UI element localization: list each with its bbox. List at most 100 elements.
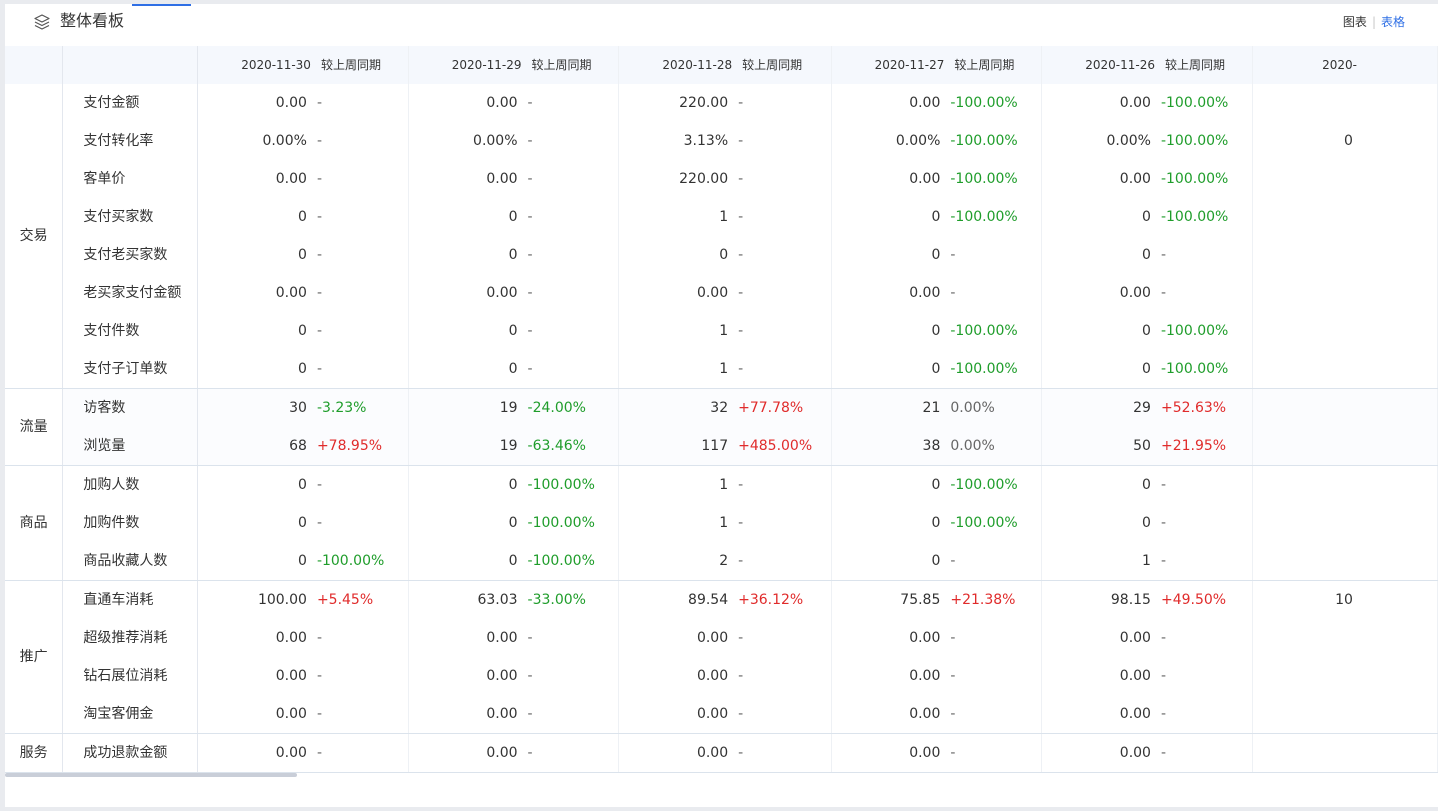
column-compare-label: 较上周同期 (1160, 46, 1253, 84)
horizontal-scrollbar-thumb[interactable] (5, 773, 297, 777)
partial-compare (1362, 465, 1438, 504)
partial-value (1252, 350, 1363, 389)
compare-value: - (527, 160, 620, 198)
table-scroll-area[interactable]: 2020-11-30 较上周同期 2020-11-29 较上周同期 2020-11-28… (5, 46, 1438, 773)
partial-compare (1362, 695, 1438, 734)
metric-value: 0.00 (486, 95, 518, 111)
metric-value: 32 (618, 388, 739, 427)
compare-value: +21.38% (950, 580, 1043, 619)
compare-value: -100.00% (950, 84, 1043, 122)
metric-value: 0.00 (1041, 733, 1161, 773)
partial-value (1252, 504, 1363, 542)
metric-value: 0.00 (1119, 171, 1151, 187)
metric-value: 68 (197, 427, 317, 466)
partial-compare (1362, 504, 1438, 542)
metric-name: 成功退款金额 (62, 733, 199, 773)
compare-value: - (316, 84, 409, 122)
table-row: 钻石展位消耗 0.00-0.00-0.00-0.00-0.00- (5, 657, 1438, 695)
table-row: 推广 直通车消耗 100.00 +5.45% 63.03 -33.00% 89.54 +36.… (5, 580, 1438, 734)
metric-value: 29 (1041, 388, 1161, 427)
metric-value: 0.00 (696, 630, 729, 646)
compare-value: - (738, 695, 832, 734)
metric-value: 0 (1142, 477, 1151, 493)
category-cell-1: 流量 (5, 388, 64, 466)
header-metric-cell (62, 46, 199, 84)
partial-compare (1362, 733, 1438, 773)
metric-value: 2 (618, 542, 739, 581)
compare-value: - (316, 695, 409, 734)
table-row: 支付买家数 0-0-1-0 -100.00% 0 -100.00% (5, 198, 1438, 236)
table-row: 超级推荐消耗 0.00-0.00-0.00-0.00-0.00- (5, 619, 1438, 657)
column-date: 2020-11-29 (408, 46, 528, 84)
metric-value: 0 (508, 323, 518, 339)
metric-value: 0 (508, 209, 518, 225)
partial-compare (1362, 542, 1438, 581)
metric-value: 1 (719, 323, 729, 339)
partial-compare (1362, 198, 1438, 236)
metric-name: 钻石展位消耗 (62, 657, 199, 695)
metric-value: 0.00 (1119, 668, 1151, 684)
table-row: 商品 加购人数 0-0 -100.00% 1-0 -100.00% 0- (5, 465, 1438, 581)
compare-value: - (527, 122, 620, 160)
metric-value: 3.13% (683, 133, 729, 149)
compare-value: 0.00% (950, 388, 1043, 427)
metric-value: 1 (719, 209, 729, 225)
partial-value: 10 (1335, 592, 1353, 608)
compare-value: -100.00% (1160, 198, 1253, 236)
compare-value: -100.00% (527, 542, 620, 581)
compare-value: - (738, 236, 832, 274)
table-row: 支付件数 0-0-1-0 -100.00% 0 -100.00% (5, 312, 1438, 350)
metric-value: 0.00 (275, 668, 307, 684)
partial-value (1252, 388, 1363, 427)
compare-value: -100.00% (1160, 122, 1253, 160)
category-cell-3: 推广 (5, 580, 64, 734)
dashboard-panel: 整体看板 图表 | 表格 2020-11-30 较上周同期 2020-11-29 较上… (5, 4, 1438, 807)
metric-value: 0.00 (408, 695, 528, 734)
compare-value: - (316, 236, 409, 274)
compare-value: -63.46% (527, 427, 620, 466)
metric-value: 0 (197, 350, 317, 389)
compare-value: - (316, 122, 409, 160)
partial-value (1252, 619, 1363, 657)
partial-compare (1362, 350, 1438, 389)
metric-value: 0.00 (1119, 285, 1151, 301)
compare-value: -100.00% (1160, 312, 1253, 350)
table-row: 浏览量 68 +78.95% 19 -63.46% 117 +485.00% 38 0.00% 5… (5, 427, 1438, 466)
compare-value: - (527, 350, 620, 389)
partial-value (1252, 236, 1363, 274)
metric-value: 0.00 (197, 733, 317, 773)
metric-value: 98.15 (1110, 592, 1151, 608)
compare-value: - (527, 619, 620, 657)
metric-name: 直通车消耗 (62, 580, 199, 619)
compare-value: - (1160, 236, 1253, 274)
compare-value: - (950, 695, 1043, 734)
compare-value: - (527, 312, 620, 350)
metric-value: 0.00% (895, 133, 941, 149)
partial-value (1252, 542, 1363, 581)
compare-value: - (1160, 542, 1253, 581)
compare-value: 0.00% (950, 427, 1043, 466)
metric-name: 老买家支付金额 (62, 274, 199, 312)
metric-value: 0.00 (197, 695, 317, 734)
metric-value: 0 (931, 477, 941, 493)
column-date: 2020-11-30 (197, 46, 317, 84)
metric-value: 0.00 (275, 285, 307, 301)
partial-value (1252, 312, 1363, 350)
table-view-link[interactable]: 表格 (1380, 15, 1405, 29)
metric-value: 0 (197, 542, 317, 581)
metric-value: 0.00 (486, 285, 518, 301)
compare-value: - (316, 504, 409, 542)
metric-value: 1 (618, 350, 739, 389)
partial-compare (1362, 160, 1438, 198)
metric-value: 0.00 (486, 171, 518, 187)
compare-value: - (1160, 274, 1253, 312)
metric-value: 0 (719, 247, 729, 263)
compare-value: +485.00% (738, 427, 832, 466)
view-separator: | (1371, 15, 1376, 29)
chart-view-link[interactable]: 图表 (1342, 15, 1367, 29)
metric-value: 0 (1142, 209, 1151, 225)
compare-value: - (738, 122, 832, 160)
compare-value: - (1160, 504, 1253, 542)
metric-name: 超级推荐消耗 (62, 619, 199, 657)
metric-value: 0 (931, 515, 941, 531)
